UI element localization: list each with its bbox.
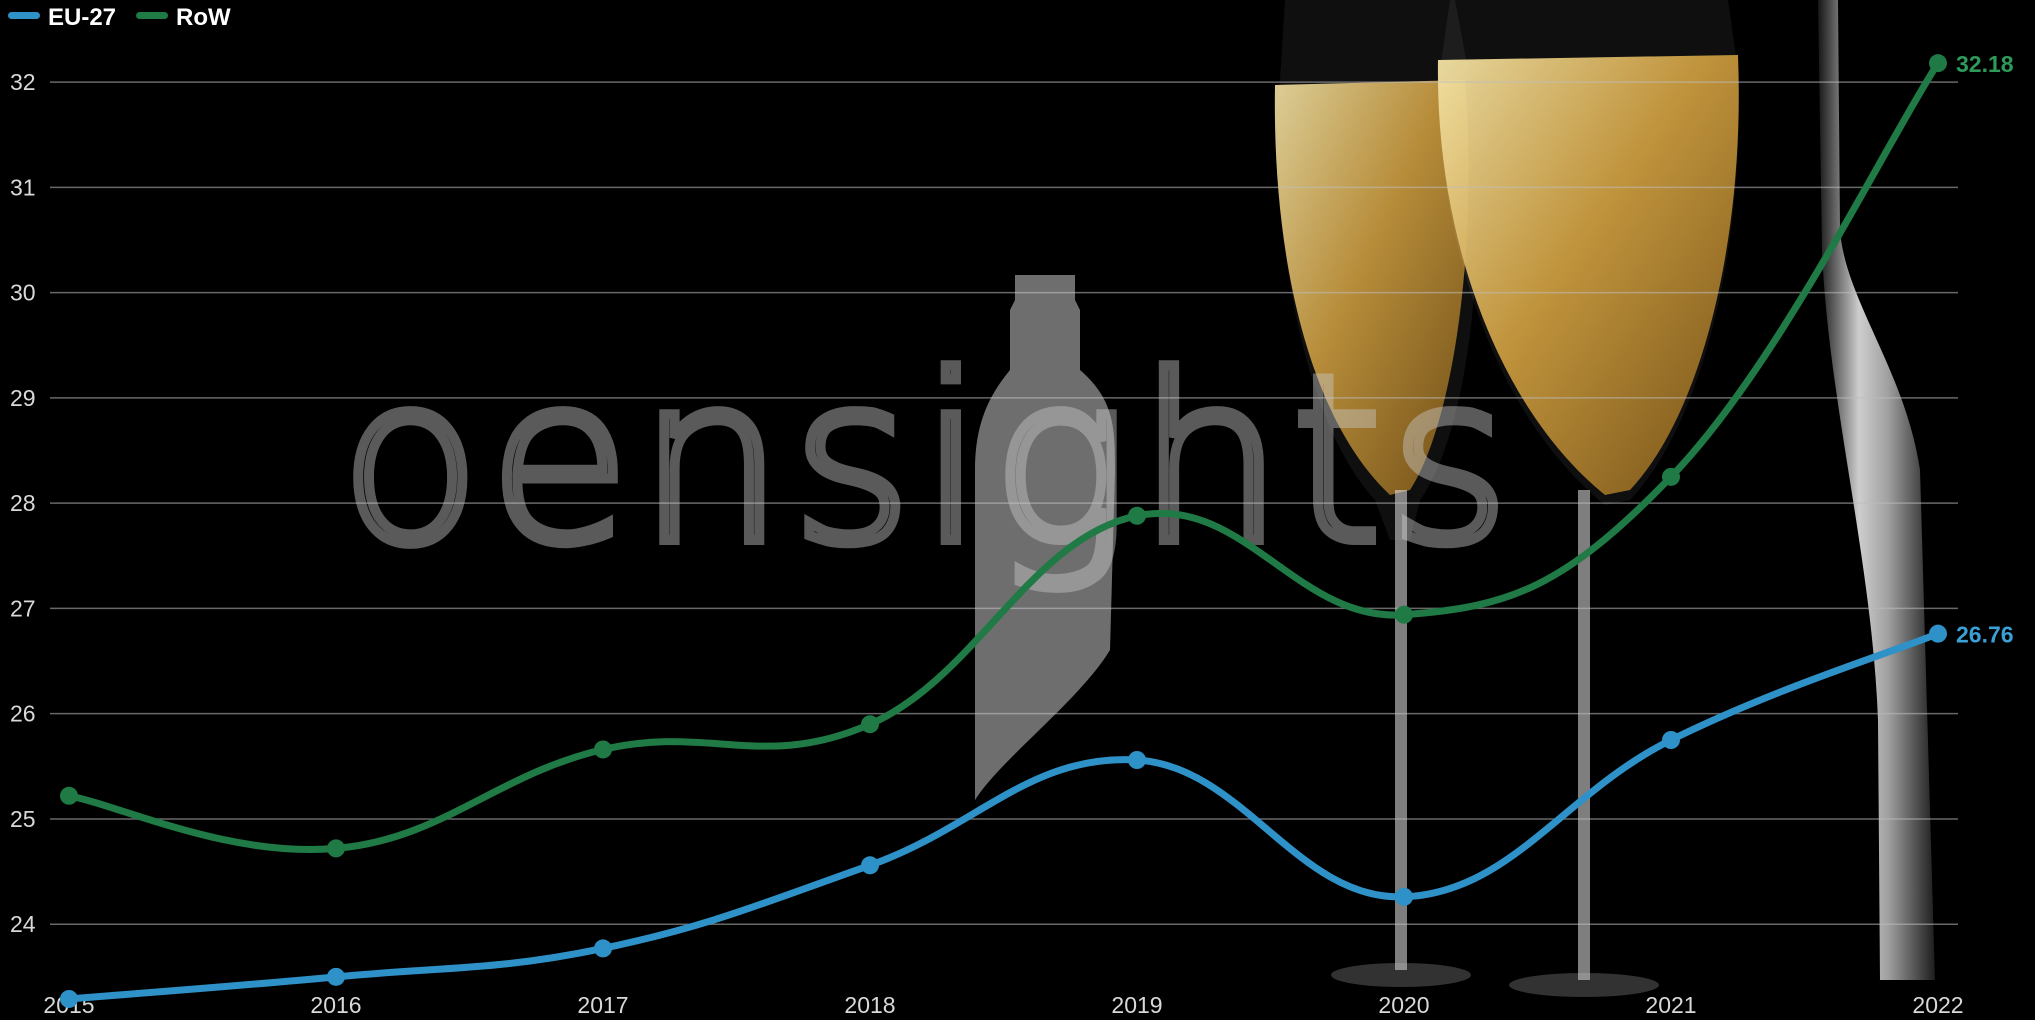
legend-label: EU-27 (48, 4, 116, 31)
x-tick-label: 2016 (310, 992, 361, 1018)
legend-label: RoW (176, 4, 231, 31)
data-point-eu-27-2020[interactable] (1395, 887, 1413, 906)
x-tick-label: 2022 (1912, 992, 1963, 1018)
y-axis-ticks: 24 25 26 27 28 29 30 31 32 (10, 69, 36, 937)
oensights-watermark: oensights (335, 275, 1518, 800)
data-point-row-2021[interactable] (1662, 467, 1680, 486)
data-point-eu-27-2018[interactable] (861, 856, 879, 875)
y-tick-label: 25 (10, 806, 36, 832)
watermark-text: oensights (340, 328, 1518, 595)
legend: EU-27 RoW (8, 4, 231, 31)
data-point-eu-27-2019[interactable] (1128, 751, 1146, 769)
x-tick-label: 2020 (1378, 992, 1429, 1018)
data-point-row-2022[interactable] (1929, 54, 1947, 73)
end-label-row: 32.18 (1956, 51, 2014, 77)
legend-swatch (136, 12, 169, 19)
y-tick-label: 24 (10, 911, 36, 937)
x-tick-label: 2019 (1111, 992, 1162, 1018)
series-line-eu-27 (65, 630, 1942, 1003)
data-point-row-2015[interactable] (60, 786, 78, 805)
data-point-row-2020[interactable] (1395, 605, 1413, 624)
champagne-glass-left (1274, 0, 1478, 987)
data-point-eu-27-2021[interactable] (1662, 731, 1680, 749)
y-tick-label: 32 (10, 69, 36, 95)
champagne-glass-right (1437, 0, 1739, 997)
x-tick-label: 2018 (844, 992, 895, 1018)
y-tick-label: 31 (10, 174, 36, 200)
x-tick-label: 2021 (1645, 992, 1696, 1018)
x-tick-label: 2017 (577, 992, 628, 1018)
end-label-eu-27: 26.76 (1956, 622, 2014, 648)
legend-swatch (8, 12, 40, 19)
series-row: 32.18 (60, 51, 2014, 858)
bottle-illustration (1818, 0, 1935, 980)
data-point-row-2018[interactable] (861, 715, 879, 734)
data-point-eu-27-2016[interactable] (327, 967, 345, 986)
y-tick-label: 30 (10, 280, 36, 306)
series-layer: 26.76 32.18 (60, 51, 2014, 1008)
data-point-row-2019[interactable] (1128, 506, 1146, 525)
data-point-eu-27-2017[interactable] (594, 939, 612, 958)
data-point-eu-27-2022[interactable] (1929, 624, 1947, 643)
data-point-eu-27-2015[interactable] (60, 989, 78, 1008)
y-tick-label: 29 (10, 385, 36, 411)
legend-item-row[interactable]: RoW (136, 4, 231, 31)
y-tick-label: 28 (10, 490, 36, 516)
y-tick-label: 27 (10, 595, 36, 621)
watermark-bottle-icon (975, 275, 1115, 800)
y-tick-label: 26 (10, 701, 36, 727)
x-axis-ticks: 20152016201720182019202020212022 (43, 992, 1963, 1018)
series-eu-27: 26.76 (60, 622, 2014, 1008)
data-point-row-2016[interactable] (327, 839, 345, 858)
legend-item-eu-27[interactable]: EU-27 (8, 4, 116, 31)
data-point-row-2017[interactable] (594, 740, 612, 759)
